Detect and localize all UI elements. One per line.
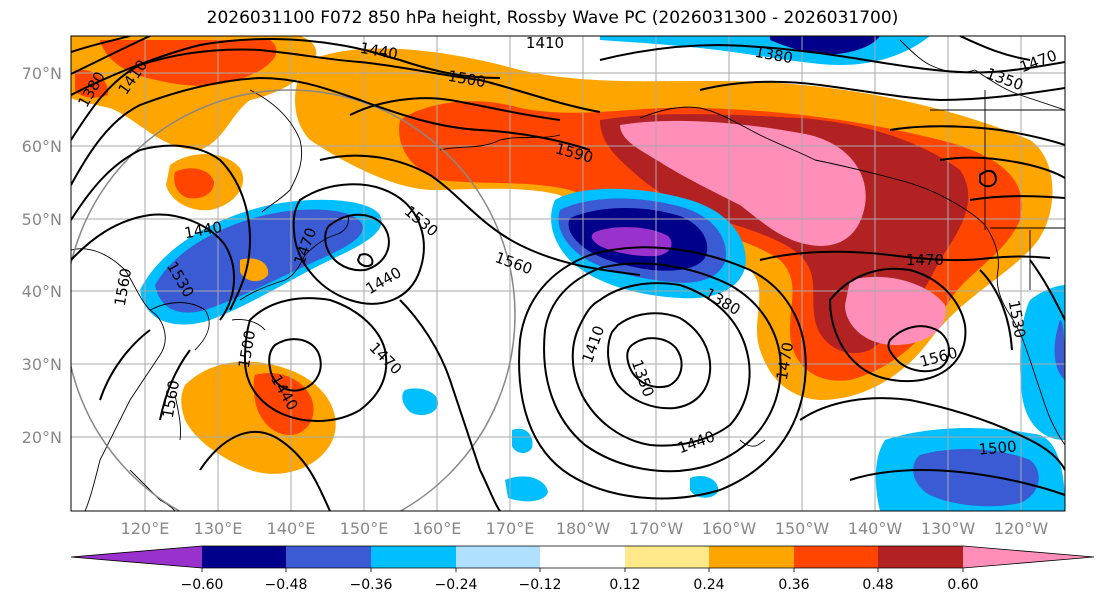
colorbar-tick-label: −0.36 [350,577,393,593]
lon-label: 160°W [702,519,757,538]
height-contours [71,36,1065,511]
latitude-labels: 70°N 60°N 50°N 40°N 30°N 20°N [22,64,62,447]
anomaly-region-lightblue-p3 [505,476,548,502]
lon-label: 150°E [340,519,389,538]
colorbar-tick-label: 0.48 [862,577,893,593]
lon-label: 120°E [121,519,170,538]
map-frame [70,35,1066,512]
lon-label: 130°E [194,519,243,538]
colorbar-tick-label: −0.24 [435,577,478,593]
lon-label: 170°E [486,519,535,538]
anomaly-region-red-nw [100,40,277,86]
contour-label: 1560 [918,344,960,371]
anomaly-region-blue-e [1054,320,1065,380]
anomaly-region-pink-n [620,120,866,246]
colorbar-tick-label: −0.60 [181,577,224,593]
colorbar-seg [371,546,456,568]
colorbar-seg [963,546,1094,568]
colorbar-tick-label: 0.36 [778,577,809,593]
colorbar-seg [794,546,878,568]
anomaly-region-red-c1 [174,168,214,199]
lon-label: 130°W [921,519,976,538]
contour-label: 1530 [401,202,442,240]
colorbar-seg [878,546,963,568]
colorbar-seg [709,546,794,568]
anomaly-region-lightblue-p1 [402,388,439,416]
anomaly-region-navy-n [770,36,880,55]
lat-label: 30°N [22,355,62,374]
colorbar-tick-label: 0.60 [947,577,978,593]
contour-label: 1470 [1017,46,1059,76]
colorbar-seg [202,546,286,568]
contour-label: 1560 [111,267,135,308]
contour-label: 1470 [906,251,944,269]
lat-label: 60°N [22,137,62,156]
lon-label: 120°W [994,519,1049,538]
anomaly-shading [71,36,1065,511]
colorbar-tick-label: 0.12 [609,577,640,593]
lat-label: 50°N [22,210,62,229]
anomaly-region-blue-se [913,448,1039,507]
anomaly-region-lightblue-e [1020,285,1065,440]
colorbar-seg [540,546,625,568]
lon-label: 150°W [775,519,830,538]
anomaly-region-purple-c [591,227,672,257]
lat-label: 40°N [22,282,62,301]
colorbar-seg [625,546,709,568]
colorbar-tick-label: −0.12 [519,577,562,593]
lon-label: 140°W [848,519,903,538]
colorbar-tick-label: 0.24 [693,577,724,593]
colorbar-seg [71,546,202,568]
lon-label: 180°W [556,519,611,538]
colorbar-tick-label: −0.48 [265,577,308,593]
anomaly-region-red-nw2 [75,69,109,98]
anomaly-region-lightblue-p2 [512,428,533,454]
lat-label: 70°N [22,64,62,83]
lon-label: 170°W [629,519,684,538]
lon-label: 160°E [413,519,462,538]
contour-label: 1560 [159,379,183,420]
colorbar-seg [456,546,540,568]
colorbar: −0.60 −0.48 −0.36 −0.24 −0.12 0.12 0.24 … [70,545,1095,593]
contour-label: 1560 [493,248,535,278]
contour-label: 1440 [675,427,717,457]
lat-label: 20°N [22,428,62,447]
colorbar-seg [286,546,371,568]
map-title: 2026031100 F072 850 hPa height, Rossby W… [206,8,899,28]
longitude-labels: 120°E 130°E 140°E 150°E 160°E 170°E 180°… [121,519,1049,538]
anomaly-region-pink-ne [845,276,946,345]
contour-label: 1410 [526,34,564,52]
lon-label: 140°E [267,519,316,538]
great-circle [71,89,516,511]
contour-label: 1500 [978,437,1018,458]
contour-label: 1530 [1005,299,1029,340]
